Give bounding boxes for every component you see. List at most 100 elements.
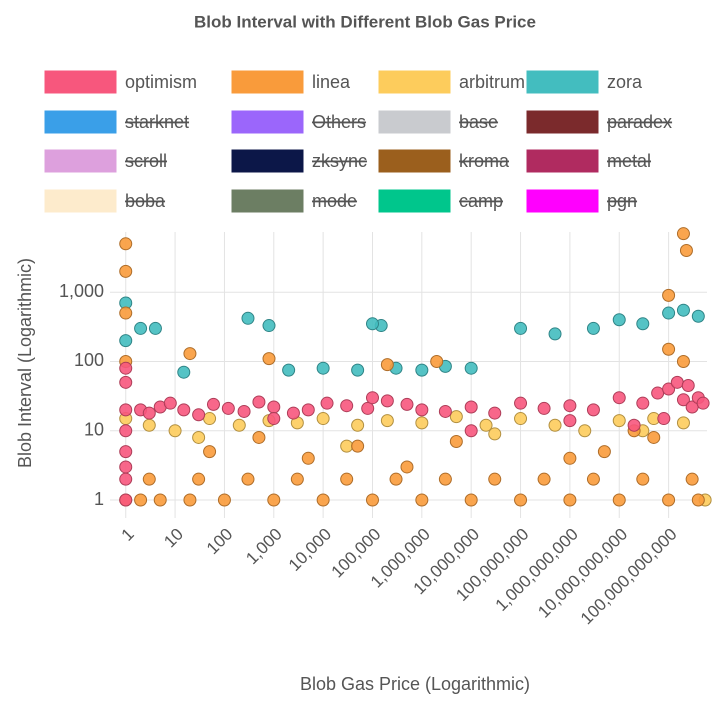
point xyxy=(681,379,695,393)
point xyxy=(636,317,650,331)
point xyxy=(119,375,133,389)
point xyxy=(696,396,710,410)
point xyxy=(676,303,690,317)
legend-label: linea xyxy=(312,72,351,92)
point xyxy=(537,472,551,486)
point xyxy=(217,493,231,507)
point xyxy=(316,361,330,375)
x-tick-label: 1,000 xyxy=(242,525,286,569)
point xyxy=(183,347,197,361)
legend-swatch xyxy=(231,189,304,213)
point xyxy=(676,393,690,407)
point xyxy=(662,288,676,302)
legend-label: zksync xyxy=(312,151,367,171)
point xyxy=(203,412,217,426)
point xyxy=(676,416,690,430)
point xyxy=(415,493,429,507)
point xyxy=(192,430,206,444)
point xyxy=(488,472,502,486)
point xyxy=(400,397,414,411)
legend-label: starknet xyxy=(125,112,189,132)
point xyxy=(267,412,281,426)
point xyxy=(168,424,182,438)
legend-swatch xyxy=(526,149,599,173)
point xyxy=(464,424,478,438)
point xyxy=(119,264,133,278)
point xyxy=(400,460,414,474)
point xyxy=(464,361,478,375)
point xyxy=(221,401,235,415)
point xyxy=(290,472,304,486)
point xyxy=(612,414,626,428)
y-tick-label: 1 xyxy=(94,489,104,509)
x-tick-label: 10,000,000,000 xyxy=(534,525,631,622)
legend-swatch xyxy=(526,70,599,94)
point xyxy=(597,445,611,459)
point xyxy=(241,472,255,486)
point xyxy=(232,418,246,432)
point xyxy=(662,382,676,396)
y-tick-label: 1,000 xyxy=(59,281,104,301)
point xyxy=(148,321,162,335)
point xyxy=(612,391,626,405)
point xyxy=(365,317,379,331)
point xyxy=(380,358,394,372)
legend-swatch xyxy=(526,110,599,134)
point xyxy=(691,309,705,323)
point xyxy=(488,427,502,441)
point xyxy=(563,451,577,465)
point xyxy=(679,244,693,258)
legend-label: pgn xyxy=(607,191,637,211)
legend-swatch xyxy=(231,70,304,94)
point xyxy=(301,403,315,417)
point xyxy=(586,403,600,417)
point xyxy=(647,430,661,444)
point xyxy=(267,400,281,414)
point xyxy=(237,404,251,418)
point xyxy=(351,363,365,377)
point xyxy=(340,399,354,413)
point xyxy=(389,472,403,486)
point xyxy=(119,472,133,486)
chart-title: Blob Interval with Different Blob Gas Pr… xyxy=(194,12,536,31)
point xyxy=(514,412,528,426)
legend-label: base xyxy=(459,112,498,132)
point xyxy=(586,321,600,335)
point xyxy=(662,306,676,320)
point xyxy=(578,424,592,438)
point xyxy=(351,418,365,432)
legend-label: camp xyxy=(459,191,503,211)
point xyxy=(488,406,502,420)
legend-label: Others xyxy=(312,112,366,132)
point xyxy=(153,493,167,507)
point xyxy=(537,401,551,415)
legend-label: optimism xyxy=(125,72,197,92)
point xyxy=(119,460,133,474)
point xyxy=(415,363,429,377)
point xyxy=(119,403,133,417)
x-tick-label: 1 xyxy=(118,525,138,545)
legend-label: scroll xyxy=(125,151,167,171)
point xyxy=(134,321,148,335)
legend-swatch xyxy=(44,189,117,213)
point xyxy=(563,493,577,507)
point xyxy=(119,334,133,348)
point xyxy=(340,439,354,453)
point xyxy=(286,406,300,420)
point xyxy=(380,394,394,408)
point xyxy=(316,493,330,507)
point xyxy=(119,445,133,459)
point xyxy=(676,354,690,368)
point xyxy=(267,493,281,507)
point xyxy=(612,493,626,507)
point xyxy=(361,401,375,415)
point xyxy=(183,493,197,507)
point xyxy=(119,237,133,251)
point xyxy=(449,434,463,448)
point xyxy=(163,396,177,410)
point xyxy=(479,418,493,432)
legend-swatch xyxy=(44,110,117,134)
point xyxy=(563,414,577,428)
point xyxy=(449,410,463,424)
point xyxy=(142,406,156,420)
